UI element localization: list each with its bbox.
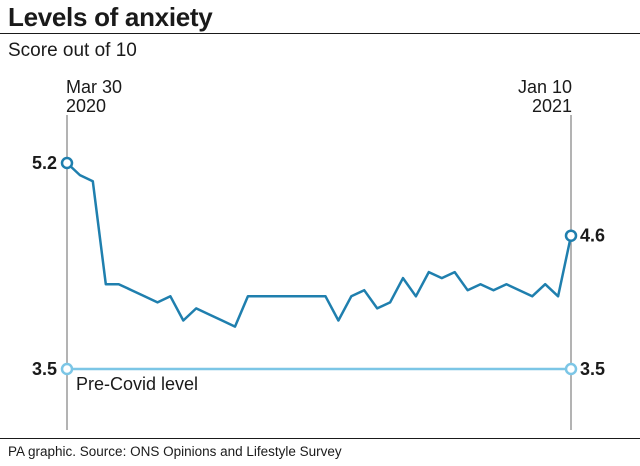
series-start-value-label: 5.2 — [32, 153, 57, 173]
chart-title: Levels of anxiety — [8, 2, 213, 32]
start-date-month: Mar 30 — [66, 77, 122, 97]
reference-start-marker — [60, 362, 74, 376]
end-date-year: 2021 — [532, 96, 572, 116]
anxiety-series-line — [66, 162, 573, 328]
series-end-value-label: 4.6 — [580, 226, 605, 246]
end-date-month: Jan 10 — [518, 77, 572, 97]
footer-divider — [0, 438, 640, 439]
chart-subtitle: Score out of 10 — [8, 40, 137, 61]
start-date-year: 2020 — [66, 96, 106, 116]
reference-end-value-label: 3.5 — [580, 359, 605, 379]
reference-start-value-label: 3.5 — [32, 359, 57, 379]
series-start-marker — [60, 156, 74, 170]
reference-end-marker — [564, 362, 578, 376]
title-divider — [0, 33, 640, 34]
source-footer: PA graphic. Source: ONS Opinions and Lif… — [8, 444, 342, 459]
series-end-marker — [564, 229, 578, 242]
reference-line-label: Pre-Covid level — [76, 374, 198, 394]
